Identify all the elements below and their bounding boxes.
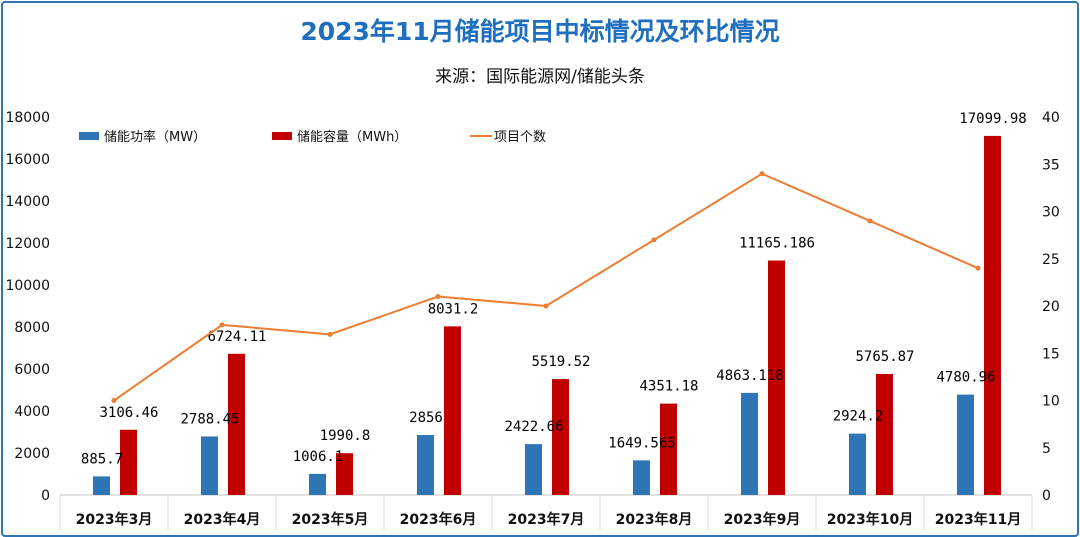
bar-capacity (660, 403, 677, 495)
data-label-capacity: 6724.11 (207, 329, 266, 345)
bar-power (957, 394, 974, 495)
data-label-power: 2856 (409, 410, 443, 426)
point-project-count (111, 398, 117, 403)
point-project-count (759, 171, 765, 177)
y-right-tick-label: 20 (1042, 299, 1060, 315)
chart-subtitle: 来源：国际能源网/储能头条 (435, 67, 645, 87)
legend-swatch-power (79, 132, 99, 140)
y-right-tick-label: 35 (1042, 157, 1060, 173)
bar-power (201, 436, 218, 495)
bar-power (417, 435, 434, 495)
bar-capacity (552, 379, 569, 495)
bar-capacity (876, 373, 893, 495)
bar-capacity (984, 135, 1001, 495)
chart-title: 2023年11月储能项目中标情况及环比情况 (300, 17, 780, 46)
y-left-tick-label: 18000 (5, 110, 50, 126)
y-right-tick-label: 25 (1042, 252, 1060, 268)
point-project-count (975, 265, 981, 271)
data-label-power: 1649.565 (608, 435, 675, 451)
legend-swatch-capacity (272, 132, 292, 140)
x-tick-label: 2023年10月 (827, 511, 913, 528)
y-left-tick-label: 16000 (5, 152, 50, 168)
point-project-count (543, 303, 549, 309)
data-label-power: 885.7 (81, 451, 123, 467)
data-label-power: 2924.2 (833, 409, 884, 425)
legend-label-capacity: 储能容量（MWh） (297, 129, 407, 145)
bar-power (741, 392, 758, 495)
bar-power (525, 444, 542, 495)
point-project-count (651, 237, 657, 243)
y-right-tick-label: 0 (1042, 488, 1051, 504)
data-label-power: 4863.118 (716, 368, 783, 384)
data-label-capacity: 1990.8 (320, 428, 371, 444)
point-project-count (327, 331, 333, 337)
data-label-capacity: 3106.46 (99, 405, 158, 421)
legend-label-power: 储能功率（MW） (104, 129, 206, 145)
data-label-power: 4780.96 (936, 370, 995, 386)
data-label-capacity: 5765.87 (855, 349, 914, 365)
x-tick-label: 2023年9月 (724, 511, 801, 528)
x-tick-label: 2023年7月 (508, 511, 585, 528)
bar-power (93, 476, 110, 495)
point-project-count (219, 322, 225, 328)
data-label-power: 2788.45 (180, 411, 239, 427)
y-right-tick-label: 5 (1042, 441, 1051, 457)
y-left-tick-label: 14000 (5, 194, 50, 210)
y-left-tick-label: 12000 (5, 236, 50, 252)
y-right-tick-label: 30 (1042, 205, 1060, 221)
x-tick-label: 2023年6月 (400, 511, 477, 528)
point-project-count (867, 218, 873, 224)
y-left-tick-label: 0 (41, 488, 50, 504)
bar-power (633, 460, 650, 495)
data-label-power: 2422.66 (504, 419, 563, 435)
bar-capacity (228, 353, 245, 495)
y-left-tick-label: 6000 (14, 362, 50, 378)
bar-capacity (444, 326, 461, 495)
bar-power (309, 473, 326, 495)
point-project-count (435, 294, 441, 300)
bar-power (849, 433, 866, 495)
bar-capacity (336, 453, 353, 495)
bar-capacity (768, 260, 785, 495)
data-label-power: 1006.1 (293, 449, 344, 465)
y-right-tick-label: 10 (1042, 394, 1060, 410)
y-right-tick-label: 40 (1042, 110, 1060, 126)
y-left-tick-label: 2000 (14, 446, 50, 462)
y-left-tick-label: 4000 (14, 404, 50, 420)
bar-capacity (120, 429, 137, 495)
y-left-tick-label: 10000 (5, 278, 50, 294)
x-tick-label: 2023年8月 (616, 511, 693, 528)
data-label-capacity: 17099.98 (959, 111, 1026, 127)
y-right-tick-label: 15 (1042, 346, 1060, 362)
x-tick-label: 2023年5月 (292, 511, 369, 528)
data-label-capacity: 11165.186 (739, 236, 815, 252)
y-left-tick-label: 8000 (14, 320, 50, 336)
data-label-capacity: 5519.52 (531, 354, 590, 370)
x-tick-label: 2023年4月 (184, 511, 261, 528)
data-label-capacity: 8031.2 (428, 301, 479, 317)
data-label-capacity: 4351.18 (639, 379, 698, 395)
x-tick-label: 2023年11月 (935, 511, 1021, 528)
x-tick-label: 2023年3月 (76, 511, 153, 528)
legend-label-count: 项目个数 (494, 130, 546, 145)
